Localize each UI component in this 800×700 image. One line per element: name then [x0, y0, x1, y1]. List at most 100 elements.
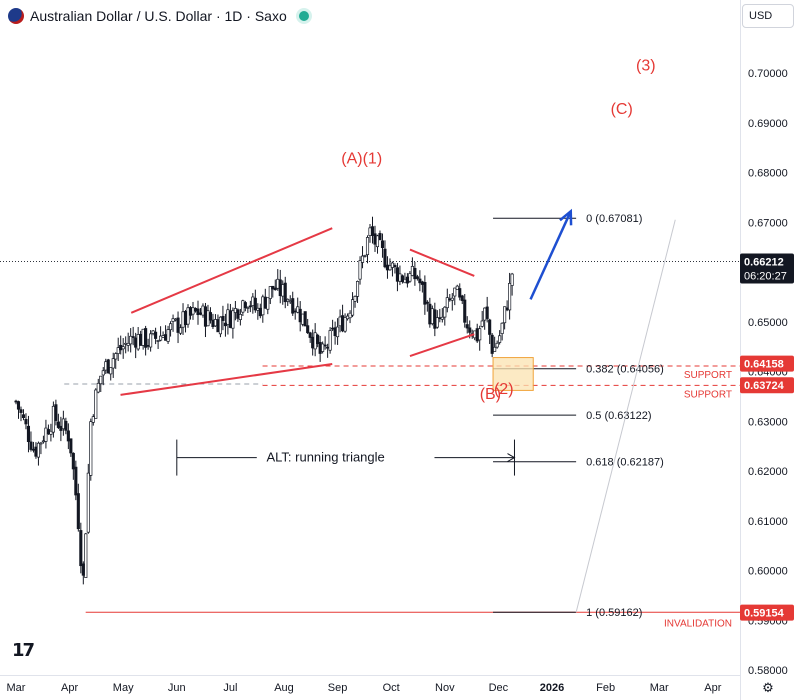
- candle-body: [438, 317, 442, 320]
- candle-body: [301, 313, 305, 325]
- x-tick-label: Mar: [650, 682, 669, 694]
- candle-body: [306, 325, 310, 334]
- y-tick-label: 0.61000: [748, 516, 788, 528]
- candle-body: [455, 285, 459, 291]
- candle-body: [54, 404, 58, 421]
- candle-body: [139, 333, 143, 346]
- flag-icon: [8, 8, 24, 24]
- x-tick-label: Dec: [489, 682, 509, 694]
- alt-span-arrowhead: [507, 453, 516, 463]
- candle-body: [450, 297, 454, 301]
- candle-body: [380, 240, 385, 249]
- candle-body: [498, 335, 502, 343]
- time-axis[interactable]: [0, 675, 740, 700]
- candle-body: [375, 235, 380, 248]
- level-price-tag-bg: [740, 377, 794, 394]
- candle-body: [425, 301, 429, 304]
- x-tick-label: Feb: [596, 682, 615, 694]
- candle-body: [233, 308, 237, 313]
- candle-body: [286, 298, 290, 302]
- candle-body: [348, 312, 352, 319]
- candle-body: [21, 414, 26, 419]
- candle-body: [478, 328, 482, 341]
- candle-body: [271, 285, 275, 290]
- fib-projection-line: [575, 219, 676, 613]
- candle-body: [114, 353, 118, 360]
- candle-body: [503, 306, 507, 324]
- market-status-icon: [298, 11, 309, 21]
- candle-body: [336, 326, 340, 338]
- candle-body: [296, 306, 300, 313]
- candle-body: [141, 328, 145, 346]
- gear-icon[interactable]: ⚙: [762, 680, 774, 695]
- x-tick-label: May: [113, 682, 134, 694]
- tradingview-logo-icon: 17: [12, 640, 35, 661]
- candle-body: [268, 286, 272, 299]
- candle-body: [188, 307, 193, 316]
- candle-body: [101, 370, 105, 376]
- candle-body: [415, 276, 419, 279]
- candle-body: [493, 346, 497, 352]
- candle-body: [283, 282, 287, 303]
- candle-body: [410, 266, 414, 276]
- candle-body: [358, 260, 362, 280]
- candle-body: [485, 306, 489, 319]
- currency-button[interactable]: USD: [742, 4, 794, 28]
- x-tick-label: Jul: [223, 682, 237, 694]
- candle-body: [119, 344, 123, 351]
- candle-body: [104, 361, 108, 371]
- candle-body: [373, 233, 377, 245]
- symbol-title[interactable]: Australian Dollar / U.S. Dollar · 1D · S…: [30, 8, 287, 24]
- x-tick-label: Nov: [435, 682, 455, 694]
- trendline: [120, 363, 333, 396]
- x-tick-label: Apr: [61, 682, 78, 694]
- wave-label: (B): [480, 386, 501, 403]
- candle-body: [363, 255, 367, 257]
- candle-body: [39, 442, 43, 445]
- fib-level-label: 1 (0.59162): [586, 607, 642, 619]
- wave-label: (C): [611, 101, 633, 118]
- x-tick-label: Mar: [7, 682, 26, 694]
- candle-body: [228, 310, 232, 328]
- candle-body: [198, 312, 203, 315]
- candle-body: [278, 279, 282, 297]
- candle-body: [266, 297, 270, 310]
- y-tick-label: 0.63000: [748, 416, 788, 428]
- candle-body: [144, 328, 148, 348]
- y-tick-label: 0.69000: [748, 118, 788, 130]
- candle-body: [388, 265, 392, 271]
- y-tick-label: 0.62000: [748, 466, 788, 478]
- candle-body: [221, 315, 225, 321]
- candle-body: [256, 307, 260, 311]
- candle-body: [191, 307, 195, 315]
- candle-body: [448, 298, 452, 301]
- price-axis[interactable]: [740, 0, 800, 700]
- candle-body: [323, 344, 327, 347]
- candle-body: [420, 281, 424, 285]
- candle-body: [56, 421, 60, 428]
- candle-body: [321, 343, 325, 352]
- candle-body: [353, 296, 357, 302]
- candle-body: [495, 342, 499, 348]
- candle-body: [206, 310, 210, 327]
- candle-body: [316, 334, 320, 344]
- candle-body: [19, 409, 23, 413]
- wave-label: (2): [494, 381, 514, 398]
- candle-body: [370, 226, 375, 236]
- candle-body: [159, 335, 163, 341]
- candle-body: [134, 337, 138, 348]
- candle-body: [149, 333, 153, 348]
- candle-body: [500, 322, 504, 334]
- candle-body: [99, 375, 103, 385]
- candle-body: [385, 264, 390, 271]
- candle-body: [398, 273, 402, 282]
- candle-body: [81, 563, 85, 576]
- candle-body: [490, 334, 494, 354]
- candle-body: [326, 346, 330, 349]
- candle-body: [49, 430, 53, 435]
- candle-body: [443, 306, 447, 318]
- candle-body: [126, 342, 130, 346]
- candle-body: [124, 342, 128, 345]
- candle-body: [273, 287, 277, 291]
